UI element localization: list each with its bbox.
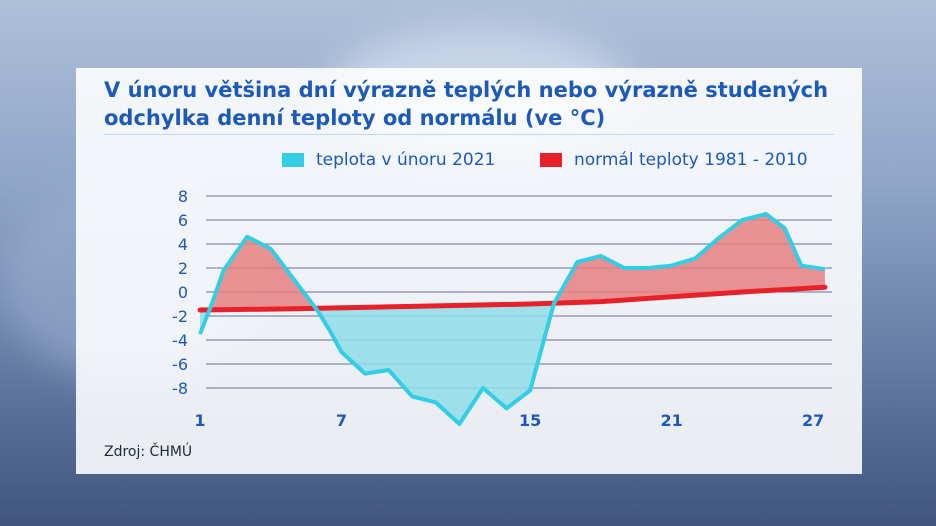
legend-entry-2021: teplota v únoru 2021 bbox=[282, 150, 495, 170]
legend-swatch-normal bbox=[540, 153, 562, 167]
line-layer bbox=[197, 212, 828, 426]
x-tick-label: 27 bbox=[802, 411, 824, 430]
area-layer bbox=[200, 214, 825, 424]
chart-subtitle: odchylka denní teploty od normálu (ve °C… bbox=[104, 106, 606, 130]
chart-panel: V únoru většina dní výrazně teplých nebo… bbox=[76, 68, 862, 474]
warm-anomaly-area-1 bbox=[209, 237, 316, 310]
legend-entry-normal: normál teploty 1981 - 2010 bbox=[540, 150, 808, 170]
y-tick-label: -8 bbox=[172, 379, 188, 398]
legend-swatch-2021 bbox=[282, 153, 304, 167]
y-tick-label: 4 bbox=[178, 235, 188, 254]
tick-layer: 8 6 4 2 0 -2 -4 -6 -8 1 7 15 21 27 bbox=[172, 187, 824, 430]
series-line-2021 bbox=[198, 212, 826, 426]
legend-label-normal: normál teploty 1981 - 2010 bbox=[574, 150, 808, 170]
y-tick-label: -2 bbox=[172, 307, 188, 326]
y-tick-label: -6 bbox=[172, 355, 188, 374]
y-tick-label: 6 bbox=[178, 211, 188, 230]
title-divider bbox=[104, 134, 834, 135]
temperature-chart: 8 6 4 2 0 -2 -4 -6 -8 1 7 15 21 27 bbox=[172, 187, 832, 430]
x-tick-label: 21 bbox=[661, 411, 683, 430]
y-tick-label: 2 bbox=[178, 259, 188, 278]
source-note: Zdroj: ČHMÚ bbox=[104, 444, 193, 460]
cold-anomaly-area-2 bbox=[315, 303, 555, 424]
x-tick-label: 1 bbox=[194, 411, 205, 430]
y-tick-label: 0 bbox=[178, 283, 188, 302]
x-tick-label: 7 bbox=[336, 411, 347, 430]
chart-title: V únoru většina dní výrazně teplých nebo… bbox=[104, 78, 829, 102]
chart-title-block: V únoru většina dní výrazně teplých nebo… bbox=[104, 76, 844, 132]
y-tick-label: -4 bbox=[172, 331, 188, 350]
warm-anomaly-area-3 bbox=[554, 214, 825, 304]
y-tick-label: 8 bbox=[178, 187, 188, 206]
x-tick-label: 15 bbox=[519, 411, 541, 430]
legend-label-2021: teplota v únoru 2021 bbox=[316, 150, 496, 170]
